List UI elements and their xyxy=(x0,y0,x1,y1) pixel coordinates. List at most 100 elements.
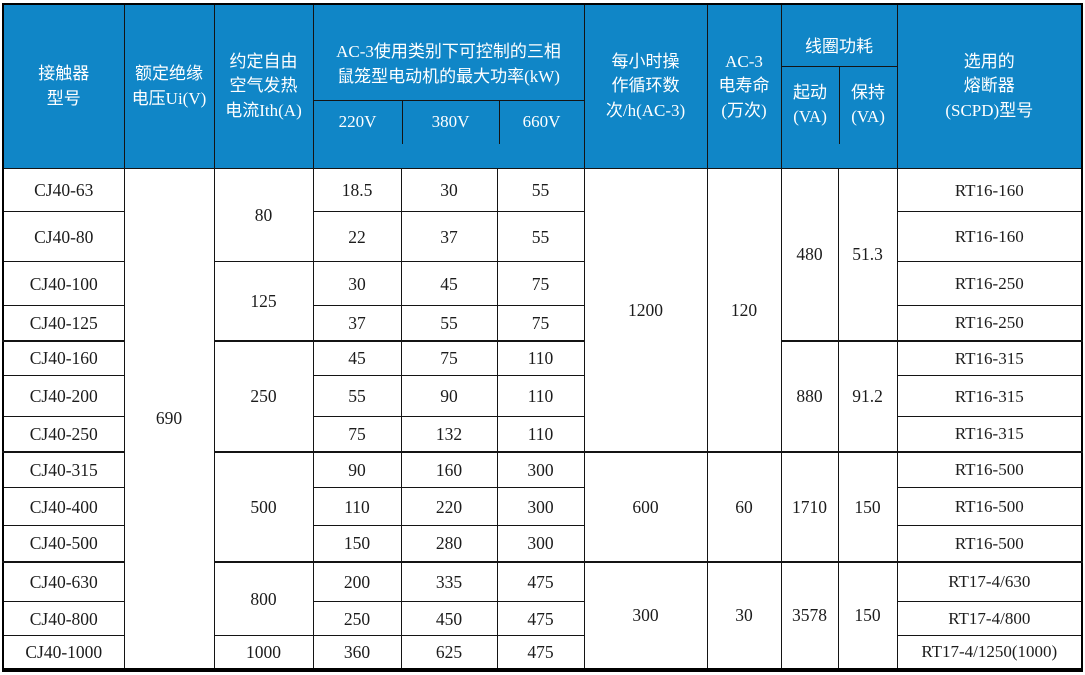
table-row: CJ40-200 55 90 110 RT16-315 xyxy=(2,375,1083,418)
cell-220v: 30 xyxy=(312,261,402,307)
col-header-cycles-per-hour: 每小时操 作循环数 次/h(AC-3) xyxy=(583,3,708,170)
cell-380v: 45 xyxy=(400,261,498,307)
coil-subheaders: 起动 (VA) 保持 (VA) xyxy=(782,66,896,144)
cell-fuse: RT16-500 xyxy=(896,487,1083,527)
cell-fuse: RT16-315 xyxy=(896,375,1083,418)
cell-model: CJ40-200 xyxy=(2,375,125,418)
cell-220v: 18.5 xyxy=(312,168,402,213)
cell-cycles: 300 xyxy=(583,560,708,671)
cell-220v: 75 xyxy=(312,416,402,453)
cell-life: 120 xyxy=(706,168,782,453)
cell-model: CJ40-630 xyxy=(2,560,125,603)
cell-660v: 300 xyxy=(496,525,585,563)
cell-model: CJ40-250 xyxy=(2,416,125,453)
cell-660v: 300 xyxy=(496,450,585,489)
cell-380v: 30 xyxy=(400,168,498,213)
cell-220v: 150 xyxy=(312,525,402,563)
contactor-spec-table: 接触器 型号 额定绝缘 电压Ui(V) 约定自由 空气发热 电流Ith(A) A… xyxy=(2,3,1084,672)
cell-cycles: 600 xyxy=(583,450,708,563)
cell-220v: 200 xyxy=(312,560,402,603)
cell-380v: 75 xyxy=(400,339,498,377)
cell-thermal-current: 80 xyxy=(213,168,314,263)
cell-660v: 55 xyxy=(496,168,585,213)
cell-380v: 625 xyxy=(400,635,498,671)
cell-life: 30 xyxy=(706,560,782,671)
cell-380v: 335 xyxy=(400,560,498,603)
cell-380v: 90 xyxy=(400,375,498,418)
cell-coil-start: 480 xyxy=(780,168,839,342)
power-group: AC-3使用类别下可控制的三相 鼠笼型电动机的最大功率(kW) 220V 380… xyxy=(314,30,584,144)
col-header-thermal-current: 约定自由 空气发热 电流Ith(A) xyxy=(213,3,314,170)
table-row: CJ40-500 150 280 300 RT16-500 xyxy=(2,525,1083,563)
cell-coil-start: 880 xyxy=(780,339,839,453)
cell-coil-start: 3578 xyxy=(780,560,839,671)
cell-fuse: RT16-250 xyxy=(896,305,1083,342)
cell-660v: 110 xyxy=(496,375,585,418)
col-header-power-group: AC-3使用类别下可控制的三相 鼠笼型电动机的最大功率(kW) 220V 380… xyxy=(312,3,585,170)
cell-660v: 55 xyxy=(496,211,585,263)
table-row: CJ40-250 75 132 110 RT16-315 xyxy=(2,416,1083,453)
cell-model: CJ40-160 xyxy=(2,339,125,377)
cell-fuse: RT16-160 xyxy=(896,211,1083,263)
table-row: CJ40-160 250 45 75 110 880 91.2 RT16-315 xyxy=(2,339,1083,453)
cell-660v: 110 xyxy=(496,339,585,377)
coil-group: 线圈功耗 起动 (VA) 保持 (VA) xyxy=(782,30,897,144)
table-row: CJ40-100 125 30 45 75 RT16-250 xyxy=(2,261,1083,342)
cell-fuse: RT16-315 xyxy=(896,339,1083,377)
cell-380v: 55 xyxy=(400,305,498,342)
cell-220v: 22 xyxy=(312,211,402,263)
cell-coil-hold: 91.2 xyxy=(837,339,898,453)
cell-fuse: RT16-500 xyxy=(896,525,1083,563)
cell-thermal-current: 500 xyxy=(213,450,314,563)
cell-380v: 220 xyxy=(400,487,498,527)
table-row: CJ40-400 110 220 300 RT16-500 xyxy=(2,487,1083,527)
cell-thermal-current: 250 xyxy=(213,339,314,453)
cell-380v: 280 xyxy=(400,525,498,563)
cell-220v: 90 xyxy=(312,450,402,489)
col-header-insulation-voltage: 额定绝缘 电压Ui(V) xyxy=(123,3,215,170)
cell-660v: 75 xyxy=(496,305,585,342)
col-header-220v: 220V xyxy=(314,100,403,144)
table-row: CJ40-125 37 55 75 RT16-250 xyxy=(2,305,1083,342)
cell-220v: 250 xyxy=(312,601,402,637)
col-header-model: 接触器 型号 xyxy=(2,3,125,170)
power-group-label: AC-3使用类别下可控制的三相 鼠笼型电动机的最大功率(kW) xyxy=(314,30,584,101)
cell-660v: 110 xyxy=(496,416,585,453)
cell-fuse: RT16-315 xyxy=(896,416,1083,453)
cell-model: CJ40-500 xyxy=(2,525,125,563)
cell-fuse: RT17-4/1250(1000) xyxy=(896,635,1083,671)
col-header-coil-group: 线圈功耗 起动 (VA) 保持 (VA) xyxy=(780,3,898,170)
cell-220v: 55 xyxy=(312,375,402,418)
col-header-coil-hold: 保持 (VA) xyxy=(851,82,886,127)
cell-660v: 75 xyxy=(496,261,585,307)
col-header-electrical-life: AC-3 电寿命 (万次) xyxy=(706,3,782,170)
cell-380v: 160 xyxy=(400,450,498,489)
power-subheaders: 220V 380V 660V xyxy=(314,100,583,144)
cell-fuse: RT17-4/800 xyxy=(896,601,1083,637)
col-header-fuse: 选用的 熔断器 (SCPD)型号 xyxy=(896,3,1083,170)
cell-thermal-current: 800 xyxy=(213,560,314,637)
cell-380v: 132 xyxy=(400,416,498,453)
cell-fuse: RT16-160 xyxy=(896,168,1083,213)
cell-coil-hold: 150 xyxy=(837,560,898,671)
cell-220v: 110 xyxy=(312,487,402,527)
cell-220v: 37 xyxy=(312,305,402,342)
cell-660v: 475 xyxy=(496,560,585,603)
cell-thermal-current: 125 xyxy=(213,261,314,342)
cell-model: CJ40-1000 xyxy=(2,635,125,671)
cell-thermal-current: 1000 xyxy=(213,635,314,671)
table-row: CJ40-63 690 80 18.5 30 55 1200 120 480 5… xyxy=(2,168,1083,671)
table-row: CJ40-315 500 90 160 300 600 60 1710 150 … xyxy=(2,450,1083,563)
cell-380v: 450 xyxy=(400,601,498,637)
cell-model: CJ40-800 xyxy=(2,601,125,637)
cell-life: 60 xyxy=(706,450,782,563)
cell-fuse: RT16-250 xyxy=(896,261,1083,307)
cell-fuse: RT16-500 xyxy=(896,450,1083,489)
cell-380v: 37 xyxy=(400,211,498,263)
cell-insulation-voltage: 690 xyxy=(123,168,215,671)
cell-fuse: RT17-4/630 xyxy=(896,560,1083,603)
header-row: 接触器 型号 额定绝缘 电压Ui(V) 约定自由 空气发热 电流Ith(A) A… xyxy=(2,3,1083,170)
col-header-380v: 380V xyxy=(403,100,500,144)
cell-220v: 360 xyxy=(312,635,402,671)
cell-220v: 45 xyxy=(312,339,402,377)
